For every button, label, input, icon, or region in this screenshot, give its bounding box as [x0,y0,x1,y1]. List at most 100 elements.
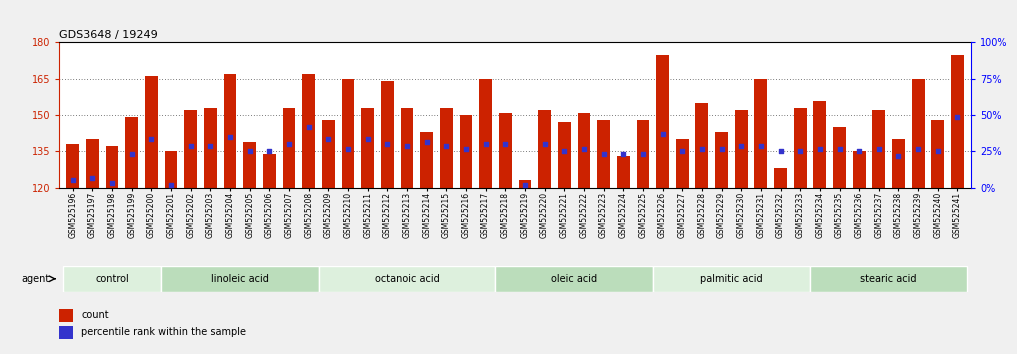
Point [792,149,809,154]
Bar [538,110,551,188]
Point [615,151,632,156]
Point [84,175,101,181]
Point [654,132,670,137]
Point [360,136,376,142]
Point [772,149,788,154]
Bar [892,139,905,188]
Bar [735,110,747,188]
Bar [951,55,964,188]
Bar [578,113,590,188]
Point [576,146,592,152]
Point [242,149,258,154]
Point [595,151,611,156]
Bar [479,79,492,188]
Bar [676,139,689,188]
Point [674,149,691,154]
Bar [715,132,728,188]
Text: octanoic acid: octanoic acid [374,274,439,284]
Bar [558,122,571,188]
Point [183,144,199,149]
Point [419,139,435,144]
Bar [495,266,653,292]
Point [890,153,906,159]
Text: count: count [81,310,109,320]
Point [143,136,160,142]
Bar [420,132,433,188]
Point [851,149,868,154]
Point [713,146,729,152]
Text: GDS3648 / 19249: GDS3648 / 19249 [59,30,158,40]
Point [694,146,710,152]
Bar [283,108,295,188]
Point [497,141,514,147]
Bar [653,266,810,292]
Bar [184,110,197,188]
Point [202,144,219,149]
Bar [322,120,335,188]
Bar [302,74,315,188]
Bar [145,76,158,188]
Point [399,144,415,149]
Bar [696,103,708,188]
Point [124,151,140,156]
Bar [318,266,495,292]
Bar [162,266,318,292]
Bar [59,326,73,339]
Bar [361,108,374,188]
Bar [401,108,413,188]
Point [753,144,769,149]
Bar [656,55,669,188]
Bar [774,168,787,188]
Bar [460,115,472,188]
Text: linoleic acid: linoleic acid [211,274,268,284]
Point [812,146,828,152]
Point [320,136,337,142]
Point [635,151,651,156]
Point [517,182,533,188]
Bar [63,266,162,292]
Point [301,124,317,130]
Point [65,178,81,183]
Bar [381,81,394,188]
Point [281,141,297,147]
Bar [440,108,453,188]
Bar [814,101,826,188]
Text: oleic acid: oleic acid [551,274,597,284]
Text: percentile rank within the sample: percentile rank within the sample [81,327,246,337]
Point [104,180,120,185]
Text: stearic acid: stearic acid [860,274,917,284]
Bar [833,127,846,188]
Point [478,141,494,147]
Point [340,146,356,152]
Point [379,141,396,147]
Bar [617,156,630,188]
Bar [755,79,767,188]
Bar [810,266,967,292]
Bar [165,152,177,188]
Bar [597,120,610,188]
Bar [912,79,924,188]
Bar [853,152,865,188]
Point [222,134,238,140]
Text: agent: agent [21,274,49,284]
Point [930,149,946,154]
Bar [204,108,217,188]
Bar [637,120,649,188]
Point [261,149,278,154]
Bar [499,113,512,188]
Bar [794,108,806,188]
Bar [932,120,944,188]
Point [163,182,179,188]
Point [949,115,965,120]
Bar [224,74,236,188]
Bar [263,154,276,188]
Bar [66,144,79,188]
Point [871,146,887,152]
Bar [342,79,354,188]
Bar [86,139,99,188]
Point [733,144,750,149]
Bar [243,142,256,188]
Text: palmitic acid: palmitic acid [700,274,763,284]
Point [458,146,474,152]
Point [438,144,455,149]
